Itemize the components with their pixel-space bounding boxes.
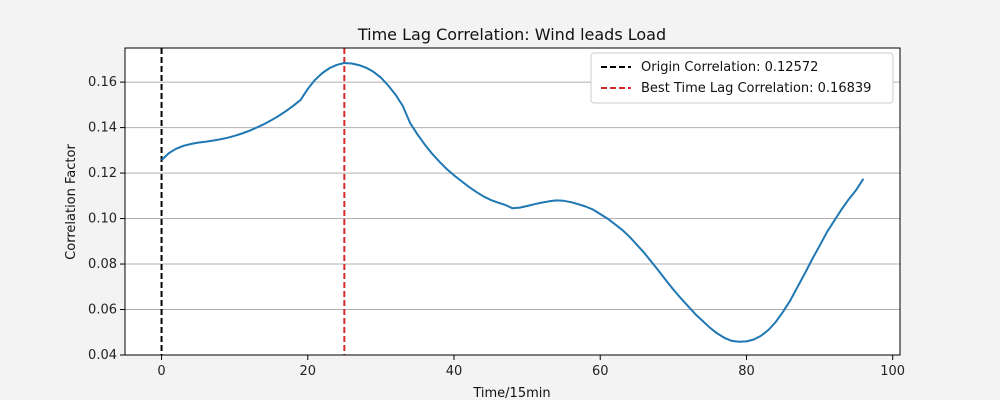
- y-tick-label: 0.12: [88, 166, 117, 181]
- plot-frame: [124, 47, 901, 356]
- x-tick-label: 100: [880, 364, 905, 379]
- legend-box: [590, 52, 894, 104]
- y-tick-label: 0.16: [88, 75, 117, 90]
- y-tick-label: 0.14: [88, 121, 117, 136]
- y-tick-label: 0.08: [88, 257, 117, 272]
- x-tick-label: 20: [300, 364, 317, 379]
- x-tick-label: 80: [738, 364, 755, 379]
- series-layer: [160, 62, 865, 343]
- y-axis-ticks: 0.04 0.06 0.08 0.10 0.12 0.14 0.16: [88, 75, 125, 363]
- correlation-series-line: [160, 62, 865, 343]
- y-tick-label: 0.04: [88, 348, 117, 363]
- y-axis-label: Correlation Factor: [64, 144, 79, 260]
- y-tick-label: 0.06: [88, 303, 117, 318]
- x-axis-label: Time/15min: [472, 386, 550, 400]
- x-axis-ticks: 0 20 40 60 80 100: [157, 355, 905, 379]
- x-tick-label: 40: [446, 364, 463, 379]
- legend-label-best-lag: Best Time Lag Correlation: 0.16839: [641, 81, 871, 96]
- y-tick-label: 0.10: [88, 212, 117, 227]
- x-tick-label: 0: [157, 364, 165, 379]
- x-tick-label: 60: [592, 364, 609, 379]
- reference-lines: [160, 48, 346, 355]
- legend: Origin Correlation: 0.12572 Best Time La…: [590, 52, 894, 104]
- chart-title: Time Lag Correlation: Wind leads Load: [357, 25, 666, 44]
- legend-label-origin: Origin Correlation: 0.12572: [641, 60, 818, 75]
